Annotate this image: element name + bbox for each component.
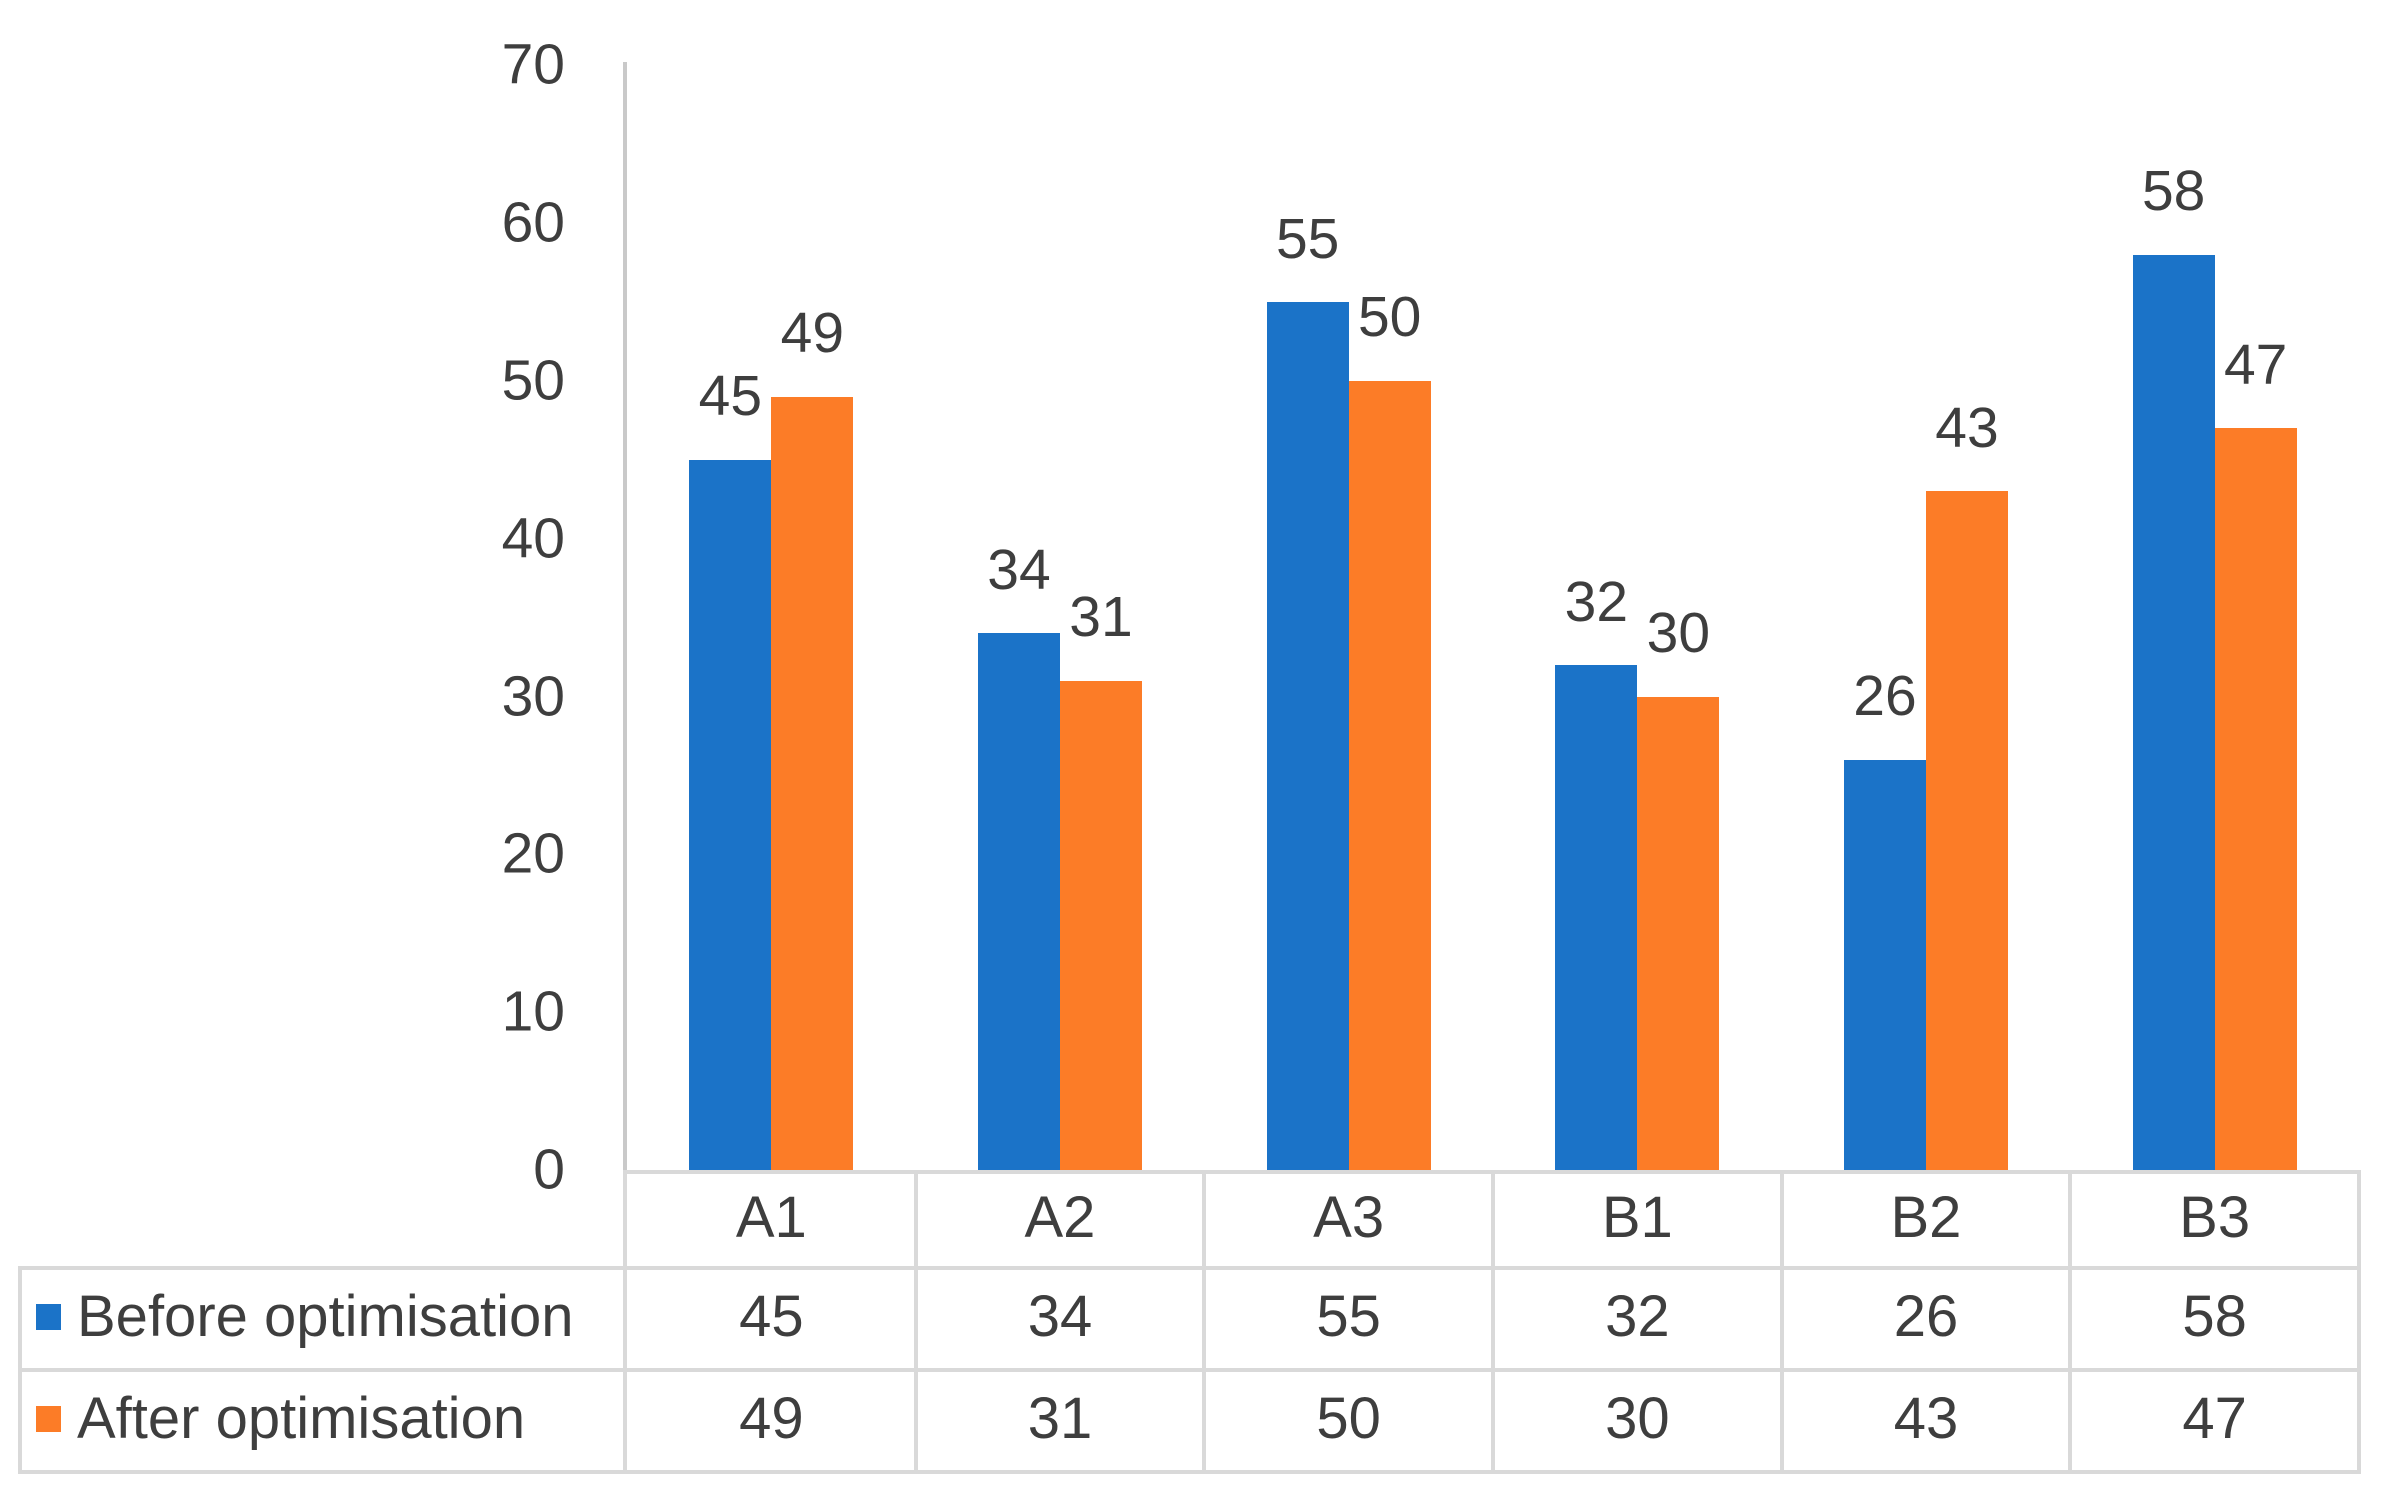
category-cell-B1: B1 [1601,1185,1673,1250]
value-cell-before-B2: 26 [1893,1284,1959,1349]
value-cell-after-B2: 43 [1893,1386,1959,1451]
data-label-after-B2: 43 [1935,395,1999,460]
category-cell-A1: A1 [735,1185,807,1250]
y-axis-tick-label: 20 [501,821,565,886]
value-cell-before-B1: 32 [1605,1284,1670,1349]
table-border-vertical [1491,1170,1495,1474]
table-border-vertical [18,1266,22,1474]
data-label-before-A2: 34 [987,537,1051,602]
value-cell-after-A2: 31 [1027,1386,1093,1451]
table-border-horizontal [18,1266,2361,1270]
value-cell-after-A1: 49 [739,1386,804,1451]
bar-before-B1 [1555,665,1638,1170]
bar-before-A2 [978,633,1060,1170]
data-label-after-A1: 49 [780,301,845,366]
value-cell-before-B3: 58 [2182,1284,2247,1349]
legend-swatch-before-icon [36,1304,61,1330]
category-cell-B2: B2 [1890,1185,1962,1250]
table-border-vertical [623,1170,627,1474]
bar-after-B1 [1637,696,1720,1170]
value-cell-before-A3: 55 [1316,1284,1381,1349]
y-axis-line [623,62,627,1174]
bar-after-B3 [2214,428,2297,1170]
bar-after-B2 [1926,491,2008,1170]
table-border-horizontal [18,1368,2361,1372]
legend-label-before: Before optimisation [77,1284,574,1349]
legend-cell-before: Before optimisation [20,1266,627,1368]
data-label-after-A3: 50 [1357,285,1422,350]
legend-cell-after: After optimisation [20,1368,627,1470]
bar-before-A1 [689,459,772,1170]
data-label-before-A1: 45 [698,364,763,429]
table-border-horizontal [18,1470,2361,1474]
data-label-before-A3: 55 [1275,206,1340,271]
value-cell-after-A3: 50 [1316,1386,1381,1451]
table-border-vertical [2357,1170,2361,1474]
value-cell-before-A2: 34 [1027,1284,1093,1349]
y-axis-tick-label: 60 [501,190,565,255]
data-label-before-B2: 26 [1853,664,1917,729]
legend-label-after: After optimisation [77,1386,526,1451]
y-axis-tick-label: 30 [501,664,565,729]
value-cell-before-A1: 45 [739,1284,804,1349]
bar-before-B2 [1844,759,1926,1170]
bar-after-A1 [771,396,854,1170]
value-cell-after-B3: 47 [2182,1386,2247,1451]
table-border-vertical [2068,1170,2073,1474]
data-label-after-B1: 30 [1646,601,1711,666]
table-border-vertical [913,1170,918,1474]
table-border-vertical [1779,1170,1784,1474]
category-cell-B3: B3 [2179,1185,2251,1250]
table-border-vertical [1202,1170,1207,1474]
y-axis-tick-label: 40 [501,506,565,571]
data-label-before-B3: 58 [2141,159,2206,224]
y-axis-tick-label: 70 [501,32,565,97]
category-cell-A2: A2 [1024,1185,1096,1250]
bar-after-A2 [1060,680,1142,1170]
legend-swatch-after-icon [36,1406,61,1432]
data-label-after-B3: 47 [2223,332,2288,397]
bar-before-B3 [2132,254,2215,1170]
category-cell-A3: A3 [1313,1185,1385,1250]
bar-before-A3 [1266,302,1349,1170]
data-label-before-B1: 32 [1564,569,1629,634]
value-cell-after-B1: 30 [1605,1386,1670,1451]
y-axis-tick-label: 50 [501,348,565,413]
bar-after-A3 [1348,381,1431,1170]
y-axis-tick-label: 10 [501,979,565,1044]
data-label-after-A2: 31 [1069,585,1133,650]
y-axis-tick-label: 0 [533,1137,565,1202]
